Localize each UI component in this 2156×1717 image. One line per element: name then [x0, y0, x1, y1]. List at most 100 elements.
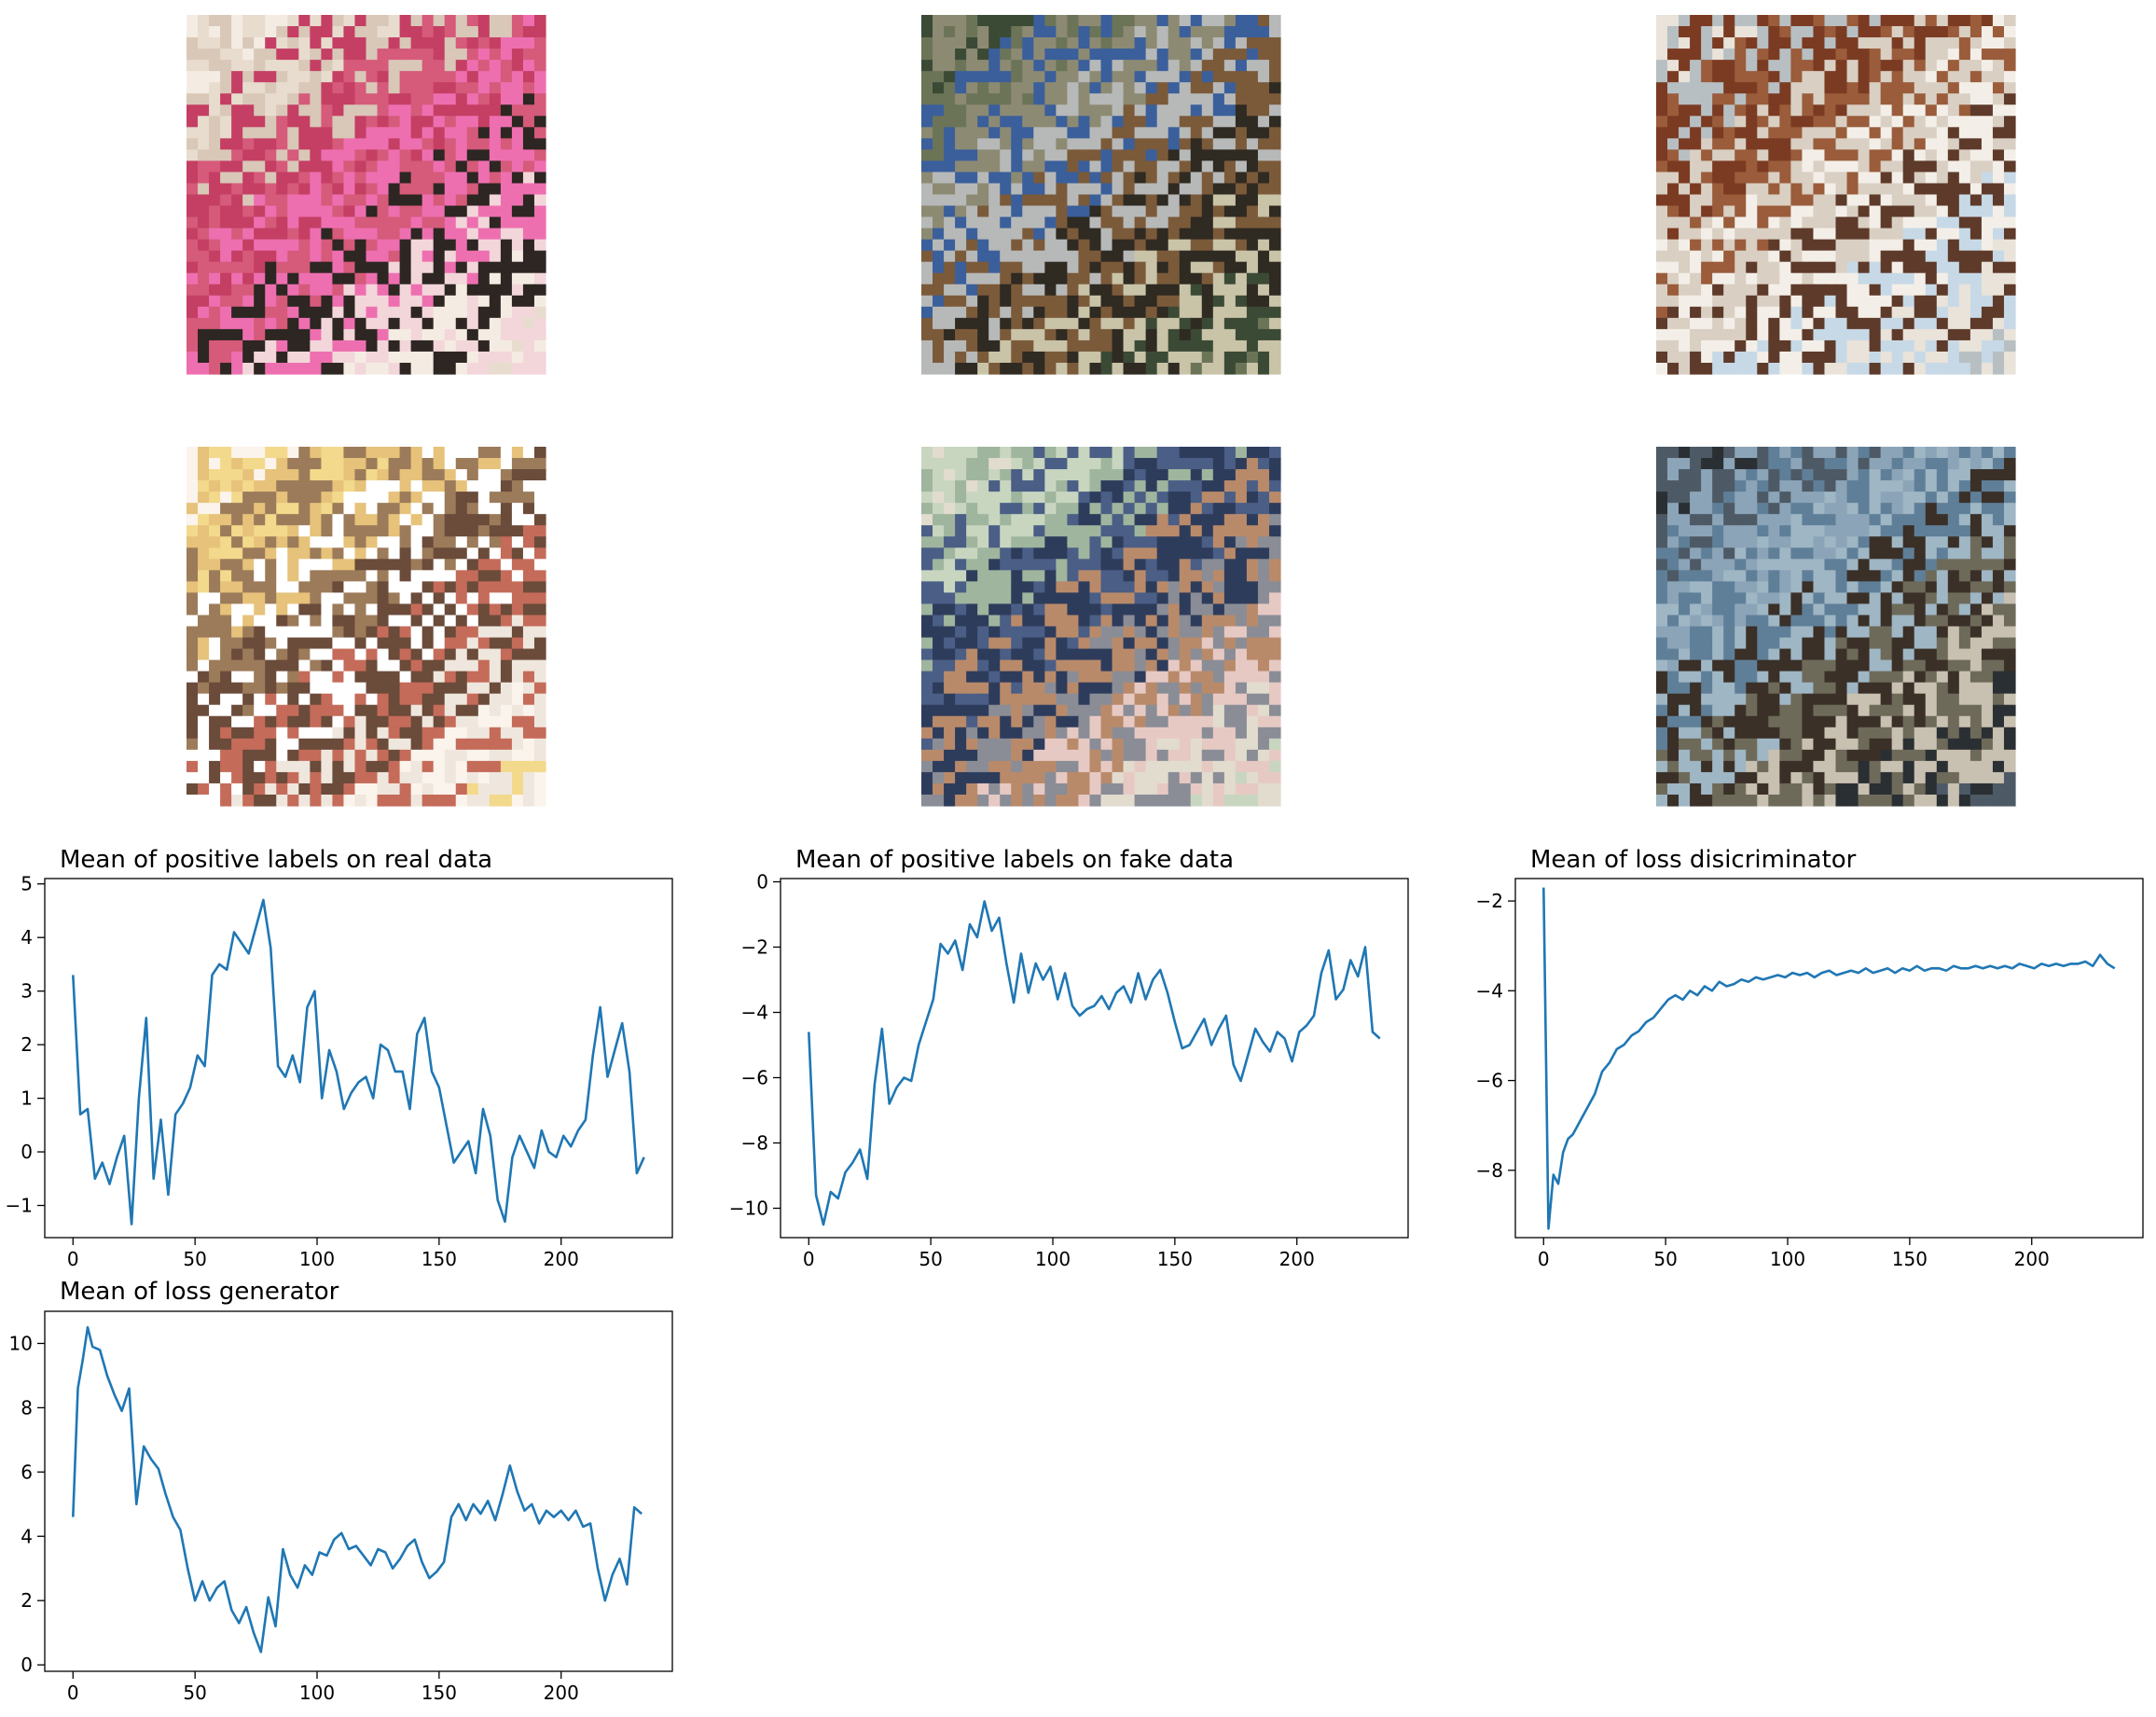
image-pixel	[1044, 60, 1057, 72]
image-pixel	[1914, 37, 1927, 49]
image-pixel	[1033, 104, 1045, 117]
image-pixel	[1212, 328, 1225, 341]
image-pixel	[1925, 116, 1938, 128]
image-pixel	[198, 149, 210, 162]
image-pixel	[1134, 469, 1147, 481]
image-pixel	[287, 160, 299, 173]
image-pixel	[1914, 172, 1927, 185]
image-pixel	[1235, 659, 1248, 672]
image-pixel	[377, 228, 390, 241]
image-pixel	[1145, 704, 1158, 717]
image-pixel	[1891, 272, 1904, 285]
image-pixel	[1067, 60, 1080, 72]
image-pixel	[1100, 581, 1113, 594]
image-pixel	[1701, 149, 1713, 162]
image-pixel	[1201, 458, 1214, 470]
image-pixel	[220, 525, 232, 537]
image-pixel	[1011, 127, 1023, 139]
image-pixel	[444, 782, 457, 796]
image-pixel	[1268, 127, 1281, 139]
image-pixel	[187, 637, 199, 650]
image-pixel	[455, 615, 468, 628]
image-pixel	[1958, 351, 1971, 364]
image-pixel	[477, 503, 491, 515]
image-pixel	[1190, 749, 1203, 762]
image-pixel	[1179, 503, 1192, 515]
image-pixel	[209, 317, 221, 330]
image-pixel	[1223, 615, 1237, 628]
image-pixel	[1011, 250, 1023, 263]
image-pixel	[231, 26, 243, 38]
image-pixel	[1212, 727, 1225, 740]
image-pixel	[265, 603, 277, 616]
image-pixel	[1179, 216, 1192, 229]
image-pixel	[1891, 26, 1904, 38]
image-pixel	[1179, 536, 1192, 548]
image-pixel	[1768, 172, 1780, 185]
image-pixel	[1858, 306, 1871, 319]
image-pixel	[955, 328, 967, 341]
image-pixel	[366, 284, 379, 297]
image-pixel	[466, 160, 479, 173]
image-pixel	[489, 503, 502, 515]
image-pixel	[287, 615, 299, 628]
image-pixel	[410, 60, 423, 72]
image-pixel	[332, 172, 345, 185]
image-pixel	[455, 727, 468, 740]
image-pixel	[1011, 536, 1023, 548]
image-pixel	[231, 514, 243, 526]
image-pixel	[1168, 272, 1181, 285]
image-pixel	[444, 172, 457, 185]
image-pixel	[1201, 615, 1214, 628]
image-pixel	[1958, 250, 1971, 263]
image-pixel	[410, 570, 423, 582]
image-pixel	[444, 559, 457, 571]
image-pixel	[1779, 160, 1791, 173]
image-pixel	[1145, 570, 1158, 582]
image-pixel	[1846, 172, 1859, 185]
image-pixel	[1880, 250, 1893, 263]
image-pixel	[1011, 194, 1023, 207]
image-pixel	[455, 116, 468, 128]
image-pixel	[220, 37, 232, 49]
image-pixel	[343, 194, 356, 207]
image-pixel	[955, 37, 967, 49]
image-pixel	[1992, 116, 2005, 128]
image-pixel	[399, 216, 412, 229]
image-pixel	[1235, 503, 1248, 515]
image-pixel	[1891, 48, 1904, 61]
image-pixel	[1067, 317, 1080, 330]
image-pixel	[1690, 104, 1702, 117]
image-pixel	[522, 60, 535, 72]
image-pixel	[388, 626, 401, 639]
image-pixel	[410, 26, 423, 38]
image-pixel	[343, 339, 356, 353]
image-pixel	[533, 138, 546, 150]
image-pixel	[977, 216, 989, 229]
image-pixel	[1000, 671, 1012, 684]
image-pixel	[1179, 547, 1192, 560]
image-pixel	[422, 547, 435, 560]
image-pixel	[1212, 592, 1225, 605]
image-pixel	[209, 37, 221, 49]
image-pixel	[1000, 536, 1012, 548]
image-pixel	[1067, 503, 1080, 515]
image-pixel	[1268, 492, 1281, 504]
image-pixel	[1813, 104, 1826, 117]
image-pixel	[1914, 205, 1927, 218]
image-pixel	[1212, 503, 1225, 515]
image-pixel	[310, 37, 322, 49]
image-pixel	[1779, 295, 1791, 308]
image-pixel	[310, 306, 322, 319]
image-pixel	[1078, 693, 1091, 706]
image-pixel	[1268, 469, 1281, 481]
image-pixel	[1134, 93, 1147, 105]
image-pixel	[921, 648, 933, 661]
image-pixel	[1112, 194, 1125, 207]
image-pixel	[1078, 626, 1091, 639]
image-pixel	[343, 328, 356, 341]
image-pixel	[1802, 138, 1815, 150]
image-pixel	[377, 362, 390, 375]
image-pixel	[1134, 26, 1147, 38]
image-pixel	[500, 250, 513, 263]
